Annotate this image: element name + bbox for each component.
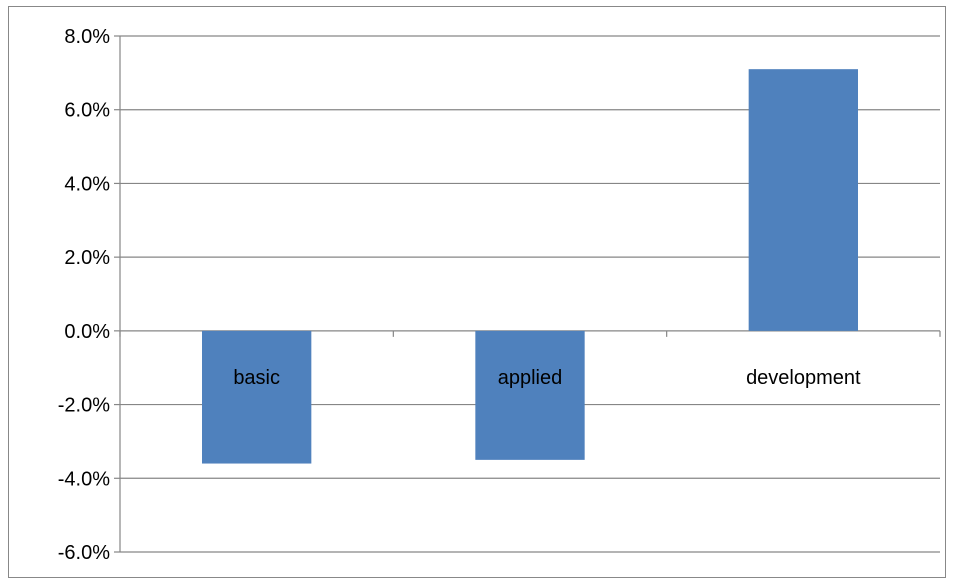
category-label-applied: applied bbox=[498, 367, 563, 389]
bar-basic bbox=[202, 330, 312, 464]
bar-development bbox=[748, 69, 858, 331]
y-axis-tick-labels: 8.0% 6.0% 4.0% 2.0% 0.0% -2.0% -4.0% -6.0% bbox=[58, 26, 110, 564]
axes bbox=[114, 35, 941, 553]
y-tick-label: -2.0% bbox=[58, 395, 110, 417]
y-tick-label: 2.0% bbox=[64, 247, 110, 269]
bar-applied bbox=[475, 330, 585, 460]
y-tick-label: 8.0% bbox=[64, 26, 110, 48]
y-tick-label: 4.0% bbox=[64, 173, 110, 195]
y-tick-label: -6.0% bbox=[58, 542, 110, 564]
category-label-basic: basic bbox=[233, 367, 280, 389]
y-tick-label: 6.0% bbox=[64, 100, 110, 122]
y-tick-label: 0.0% bbox=[64, 321, 110, 343]
category-labels: basic applied development bbox=[233, 367, 861, 389]
bars bbox=[202, 69, 858, 464]
category-label-development: development bbox=[746, 367, 861, 389]
y-tick-label: -4.0% bbox=[58, 468, 110, 490]
